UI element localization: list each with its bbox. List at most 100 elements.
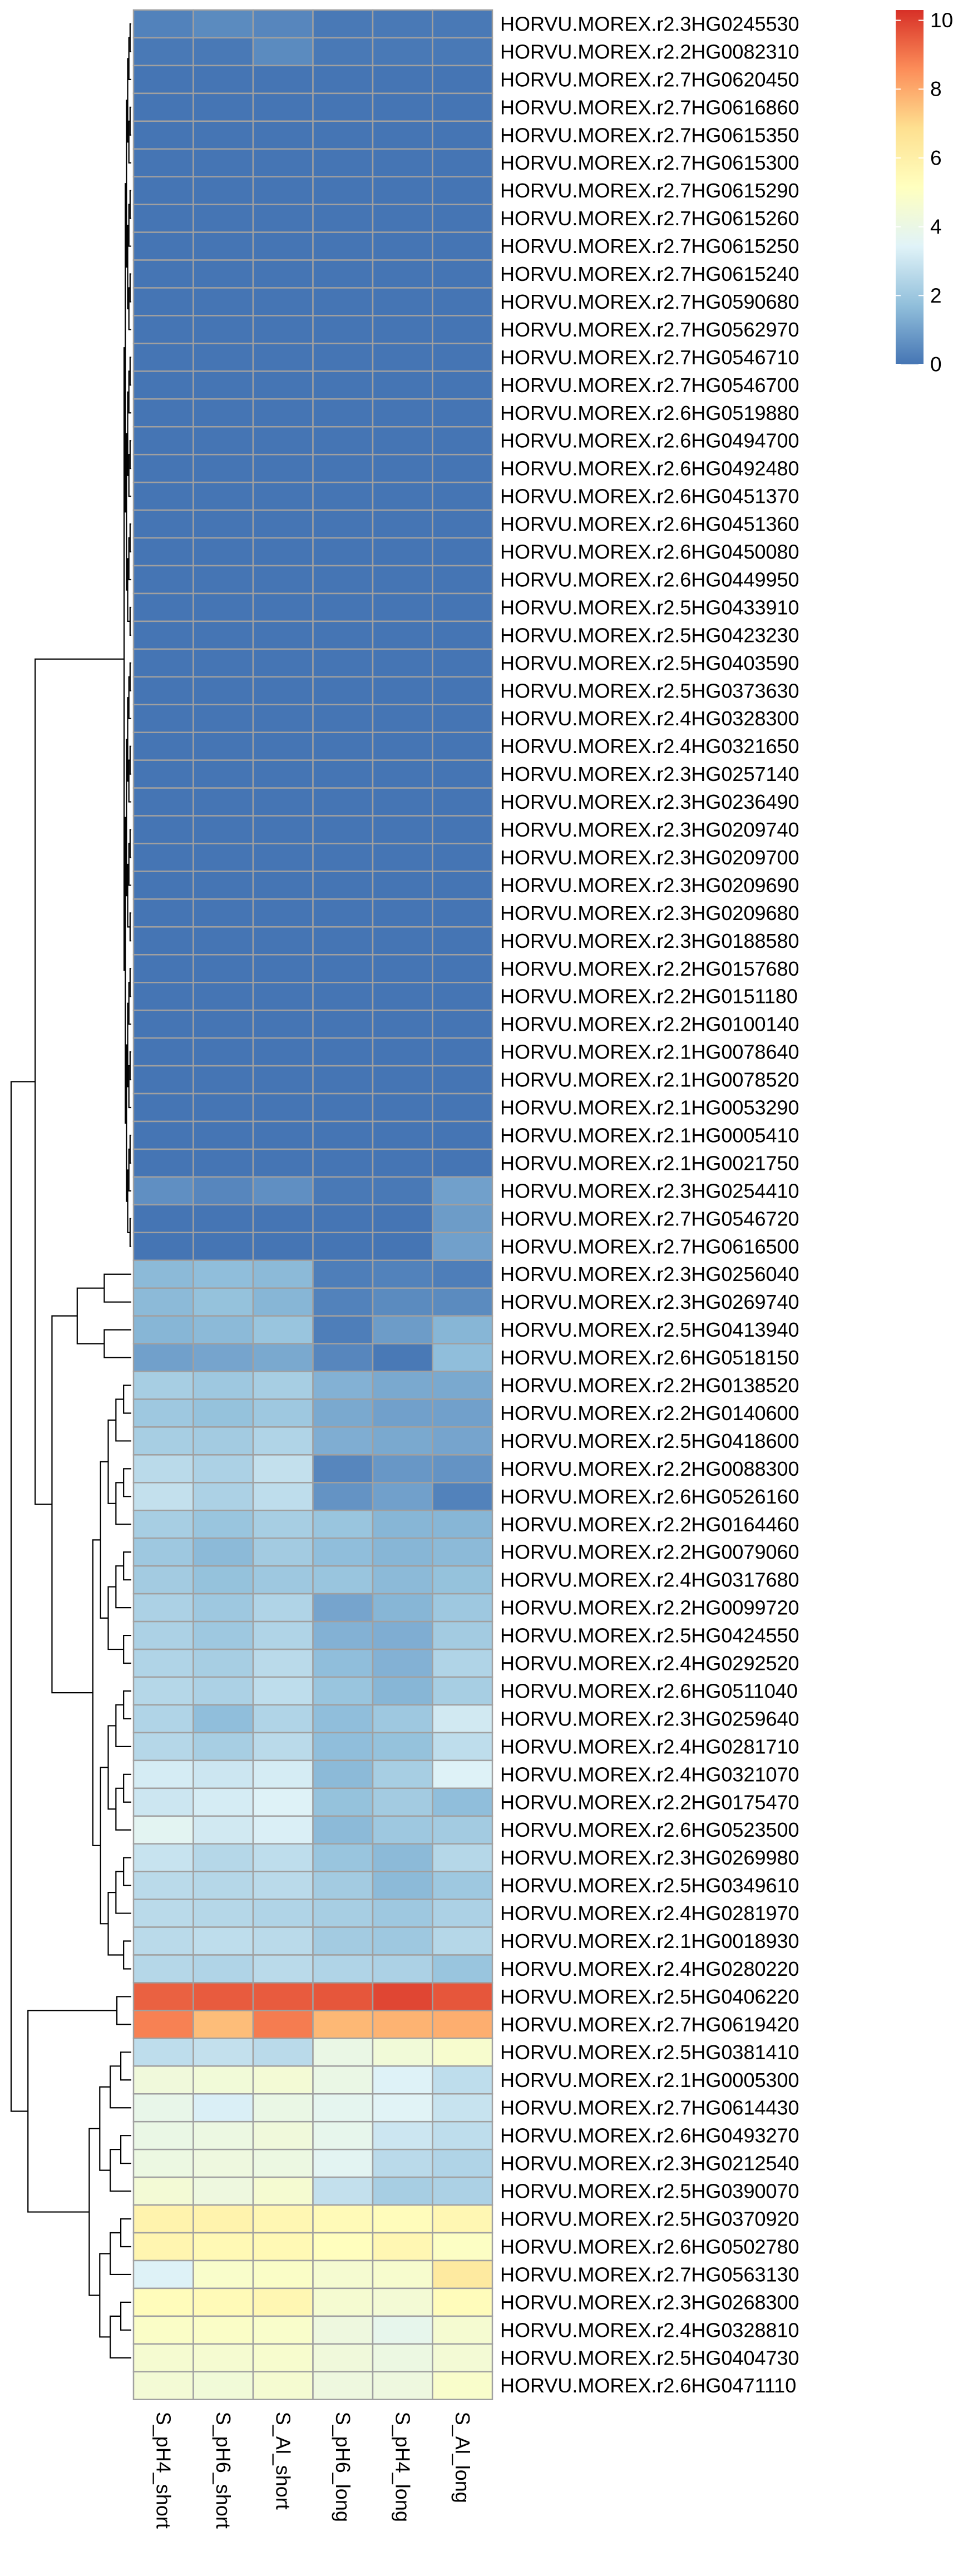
row-label: HORVU.MOREX.r2.6HG0494700 [500, 429, 799, 452]
heatmap-cell [132, 1454, 194, 1484]
heatmap-cell [132, 2176, 194, 2206]
heatmap-cell [192, 1009, 254, 1039]
dendrogram-branch [10, 1081, 36, 2112]
dendrogram-branch [129, 912, 131, 942]
heatmap-cell [252, 592, 314, 622]
legend-tick-label: 10 [930, 9, 953, 32]
heatmap-cell [372, 676, 433, 706]
heatmap-cell [132, 231, 194, 261]
heatmap-cell [372, 148, 433, 177]
heatmap-cell [432, 287, 493, 317]
heatmap-cell [372, 426, 433, 456]
heatmap-cell [192, 2287, 254, 2317]
heatmap-cell [372, 1287, 433, 1317]
heatmap-cell [372, 343, 433, 372]
heatmap-cell [432, 426, 493, 456]
row-label: HORVU.MOREX.r2.7HG0615240 [500, 263, 799, 285]
heatmap-cell [192, 343, 254, 372]
heatmap-cell [372, 1037, 433, 1067]
heatmap-cell [192, 1482, 254, 1511]
heatmap-cell [252, 426, 314, 456]
row-label: HORVU.MOREX.r2.2HG0100140 [500, 1013, 799, 1036]
heatmap-cell [252, 2287, 314, 2317]
legend-tick-label: 4 [930, 215, 942, 238]
heatmap-cell [372, 1704, 433, 1734]
heatmap-cell [432, 92, 493, 122]
heatmap-cell [192, 2259, 254, 2290]
heatmap-cell [372, 1954, 433, 1984]
row-label: HORVU.MOREX.r2.1HG0078520 [500, 1069, 799, 1091]
dendrogram-branch [129, 745, 131, 775]
heatmap-cell [132, 287, 194, 317]
heatmap-cell [252, 1482, 314, 1511]
heatmap-cell [192, 2371, 254, 2400]
row-label: HORVU.MOREX.r2.3HG0188580 [500, 929, 799, 952]
heatmap-cell [132, 2010, 194, 2039]
dendrogram-branch [129, 1218, 131, 1247]
row-label: HORVU.MOREX.r2.1HG0078640 [500, 1041, 799, 1064]
heatmap-cell [372, 592, 433, 622]
heatmap-cell [192, 2343, 254, 2372]
heatmap-cell [312, 843, 374, 872]
heatmap-cell [192, 592, 254, 622]
heatmap-cell [372, 1926, 433, 1956]
dendrogram-branch [123, 1690, 131, 1720]
dendrogram-branch [107, 1725, 116, 1810]
heatmap-cell [132, 982, 194, 1011]
heatmap-cell [132, 481, 194, 511]
heatmap-cell [132, 954, 194, 983]
heatmap-cell [132, 2371, 194, 2400]
heatmap-cell [312, 954, 374, 983]
heatmap-cell [312, 620, 374, 650]
heatmap-cell [192, 370, 254, 400]
dendrogram-branch [110, 2315, 131, 2359]
heatmap-cell [372, 370, 433, 400]
heatmap-cell [372, 898, 433, 928]
heatmap-cell [432, 2010, 493, 2039]
heatmap-cell [192, 1704, 254, 1734]
heatmap-cell [372, 759, 433, 789]
heatmap-cell [432, 1037, 493, 1067]
row-label: HORVU.MOREX.r2.5HG0423230 [500, 624, 799, 646]
heatmap-cell [252, 982, 314, 1011]
row-label: HORVU.MOREX.r2.5HG0433910 [500, 596, 799, 619]
heatmap-cell [192, 620, 254, 650]
heatmap-cell [192, 259, 254, 289]
row-label: HORVU.MOREX.r2.7HG0546710 [500, 346, 799, 369]
heatmap-cell [432, 759, 493, 789]
heatmap-cell [132, 1732, 194, 1762]
heatmap-cell [312, 1898, 374, 1928]
heatmap-cell [432, 676, 493, 706]
heatmap-cell [432, 815, 493, 844]
heatmap-cell [312, 1315, 374, 1344]
heatmap-cell [252, 1759, 314, 1789]
heatmap-cell [252, 481, 314, 511]
heatmap-cell [132, 1371, 194, 1400]
heatmap-cell [312, 287, 374, 317]
heatmap-cell [132, 37, 194, 67]
heatmap-cell [252, 176, 314, 205]
heatmap-cell [192, 1176, 254, 1206]
heatmap-cell [432, 2204, 493, 2234]
heatmap-cell [432, 9, 493, 39]
heatmap-cell [252, 1954, 314, 1984]
heatmap-cell [372, 1982, 433, 2011]
heatmap-cell [432, 343, 493, 372]
heatmap-cell [132, 398, 194, 428]
heatmap-cell [132, 92, 194, 122]
column-labels: S_pH4_short S_pH6_short S_Al_short S_pH6_lo… [152, 2412, 474, 2529]
heatmap-cell [192, 1787, 254, 1817]
heatmap-cell [252, 676, 314, 706]
heatmap-cell [432, 898, 493, 928]
row-label: HORVU.MOREX.r2.7HG0590680 [500, 290, 799, 313]
heatmap-cell [372, 259, 433, 289]
heatmap-cell [312, 2343, 374, 2372]
heatmap-cell [372, 1092, 433, 1123]
heatmap-cell [132, 704, 194, 733]
heatmap-cell [312, 1732, 374, 1762]
dendrogram-branch [129, 606, 131, 636]
heatmap-cell [372, 1815, 433, 1845]
heatmap-cell [252, 1426, 314, 1456]
heatmap-cell [372, 398, 433, 428]
heatmap-cell [372, 982, 433, 1011]
